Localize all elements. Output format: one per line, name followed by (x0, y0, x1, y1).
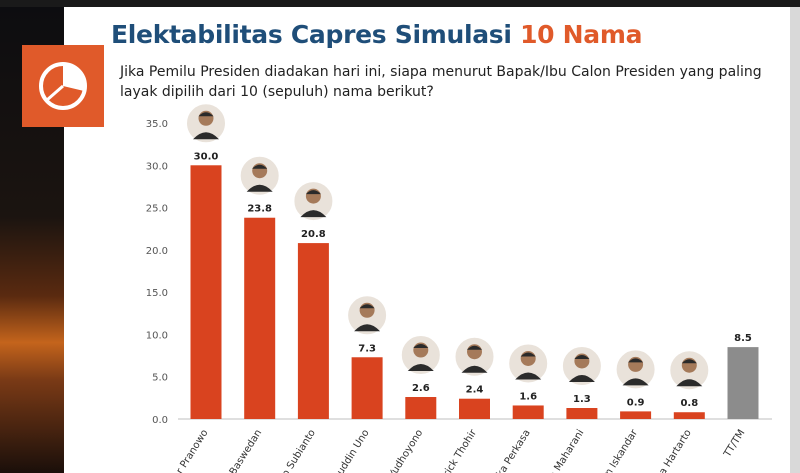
candidate-photo-icon (185, 102, 227, 145)
category-label: dika Perkasa (490, 428, 533, 473)
bar-value-label: 23.8 (247, 204, 272, 215)
category-label: Erick Thohir (438, 427, 479, 473)
bar (566, 408, 598, 419)
right-edge (790, 7, 800, 473)
category-label: jar Pranowo (169, 428, 210, 473)
bar (512, 405, 544, 419)
candidate-photo-icon (614, 348, 657, 391)
bar (244, 217, 276, 419)
bars (190, 165, 759, 419)
candidate-photo-icon (560, 345, 603, 388)
category-label: nid Baswedan (218, 428, 264, 473)
y-tick-label: 20.0 (146, 246, 168, 257)
y-tick-label: 0.0 (152, 415, 168, 426)
title-accent: 10 Nama (520, 20, 643, 49)
y-tick-label: 35.0 (146, 119, 168, 130)
bar (351, 357, 383, 419)
candidate-photo-icon (346, 294, 389, 337)
pie-chart-logo-icon (22, 45, 104, 127)
bar-value-label: 8.5 (734, 333, 752, 344)
bar-value-label: 30.0 (194, 151, 219, 162)
candidate-photo-icon (399, 334, 442, 377)
category-label: m Iskandar (601, 427, 640, 473)
y-tick-label: 25.0 (146, 204, 168, 215)
bar-value-label: 20.8 (301, 229, 326, 240)
survey-question: Jika Pemilu Presiden diadakan hari ini, … (120, 64, 762, 100)
bar-value-label: 2.4 (466, 385, 484, 396)
bar-value-label: 1.3 (573, 394, 591, 405)
bar-value-label: 0.9 (627, 397, 645, 408)
bar-value-label: 2.6 (412, 383, 430, 394)
category-label: huddin Uno (332, 428, 372, 473)
title-main: Elektabilitas Capres Simulasi (111, 20, 512, 49)
y-tick-label: 10.0 (146, 330, 168, 341)
bar (405, 397, 437, 419)
candidate-photos (185, 102, 711, 392)
chart-title: Elektabilitas Capres Simulasi 10 Nama (111, 20, 642, 49)
bar (673, 412, 705, 419)
category-labels: jar Pranowo nid Baswedan wo Subianto huddin… (169, 427, 747, 473)
bar-value-label: 0.8 (680, 398, 698, 409)
bar (190, 165, 222, 419)
bar (727, 347, 759, 419)
candidate-photo-icon (668, 349, 711, 392)
category-label: n Maharani (547, 428, 586, 473)
bar (297, 243, 329, 419)
candidate-photo-icon (453, 335, 496, 378)
y-tick-label: 5.0 (152, 373, 168, 384)
top-strip (0, 0, 800, 7)
y-tick-label: 15.0 (146, 288, 168, 299)
bar (459, 398, 490, 419)
bar-value-label: 7.3 (358, 343, 376, 354)
candidate-photo-icon (238, 154, 281, 197)
candidate-photo-icon (292, 180, 335, 223)
category-label: TT/TM (722, 428, 748, 460)
slide (64, 7, 790, 473)
y-axis: 0.0 5.0 10.0 15.0 20.0 25.0 30.0 35.0 (146, 119, 168, 426)
value-labels: 30.0 23.8 20.8 7.3 2.6 2.4 1.6 1.3 0.9 0.8 8.5 (194, 151, 752, 409)
category-label: rga Hartarto (652, 428, 694, 473)
bar (620, 411, 652, 419)
category-label: wo Subianto (276, 428, 318, 473)
y-tick-label: 30.0 (146, 161, 168, 172)
candidate-photo-icon (507, 342, 550, 385)
category-label: Yudhoyono (387, 428, 426, 473)
bar-value-label: 1.6 (519, 391, 537, 402)
